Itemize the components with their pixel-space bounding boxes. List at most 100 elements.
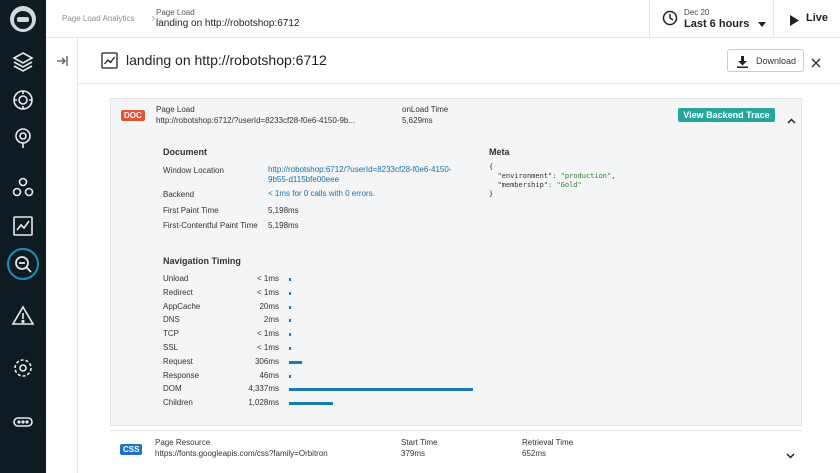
- page-load-icon: [101, 52, 118, 69]
- time-range-picker[interactable]: Dec 20 Last 6 hours: [649, 0, 774, 38]
- nav-timing-row: Response 46ms: [163, 371, 483, 383]
- location-icon[interactable]: [11, 126, 35, 150]
- nav-timing-value: 1,028ms: [248, 398, 279, 408]
- first-contentful-paint-label: First-Contentful Paint Time: [163, 221, 258, 230]
- first-paint-value: 5,198ms: [268, 206, 299, 215]
- page-load-details-panel: landing on http://robotshop:6712 Downloa…: [78, 38, 840, 473]
- page-load-label: Page Load: [156, 105, 195, 114]
- nav-timing-value: 46ms: [259, 370, 279, 380]
- meta-value-membership: "Gold": [556, 181, 582, 189]
- nav-timing-bar: [289, 374, 291, 378]
- nav-timing-bar: [289, 305, 291, 309]
- nav-timing-row: Request 306ms: [163, 357, 483, 369]
- nav-timing-label: Request: [163, 356, 193, 366]
- meta-section-title: Meta: [489, 147, 510, 157]
- panel-title: landing on http://robotshop:6712: [126, 52, 327, 68]
- doc-detail-card: DOC Page Load http://robotshop:6712/?use…: [110, 98, 802, 426]
- top-bar: Page Load Analytics › Page Load landing …: [46, 0, 840, 38]
- nav-timing-value: < 1ms: [256, 329, 279, 339]
- navigation-timing-title: Navigation Timing: [163, 256, 241, 266]
- breadcrumb-page: landing on http://robotshop:6712: [156, 18, 300, 29]
- live-button[interactable]: Live: [790, 12, 840, 26]
- cluster-icon[interactable]: [11, 176, 35, 200]
- nav-timing-bar: [289, 360, 302, 364]
- nav-timing-label: DNS: [163, 315, 180, 325]
- settings-icon[interactable]: [11, 356, 35, 380]
- nav-timing-row: SSL < 1ms: [163, 343, 483, 355]
- nav-timing-bar: [289, 319, 291, 323]
- nav-timing-bar: [289, 333, 291, 337]
- window-location-label: Window Location: [163, 166, 224, 175]
- meta-key-membership: "membership":: [497, 181, 557, 189]
- page-load-url: http://robotshop:6712/?userId=8233cf28-f…: [156, 116, 356, 125]
- first-contentful-paint-value: 5,198ms: [268, 221, 299, 230]
- retrieval-time-value: 652ms: [522, 449, 547, 458]
- time-range-date: Dec 20: [684, 8, 710, 17]
- nav-timing-label: SSL: [163, 343, 179, 352]
- nav-timing-row: Redirect < 1ms: [163, 288, 483, 300]
- download-button[interactable]: Download: [727, 49, 804, 72]
- retrieval-time-label: Retrieval Time: [522, 438, 574, 447]
- chevron-down-icon[interactable]: [786, 446, 795, 459]
- onload-time-value: 5,629ms: [402, 116, 433, 125]
- page-resource-label: Page Resource: [155, 438, 211, 447]
- chart-icon[interactable]: [11, 214, 35, 238]
- chevron-up-icon[interactable]: [787, 111, 796, 124]
- nav-timing-value: 20ms: [259, 301, 279, 311]
- backend-label: Backend: [163, 190, 195, 199]
- gear-circle-icon[interactable]: [11, 88, 35, 112]
- nav-timing-label: TCP: [163, 329, 179, 339]
- meta-value-environment: "production": [560, 172, 612, 180]
- robot-logo-icon[interactable]: [8, 4, 38, 34]
- website-monitoring-icon[interactable]: [7, 248, 39, 280]
- breadcrumb-root[interactable]: Page Load Analytics: [62, 14, 135, 23]
- layers-icon[interactable]: [11, 50, 35, 74]
- nav-timing-row: TCP < 1ms: [163, 329, 483, 341]
- meta-key-environment: "environment":: [497, 172, 561, 180]
- panel-header: landing on http://robotshop:6712 Downloa…: [78, 38, 840, 84]
- collapse-panel-icon[interactable]: [55, 54, 69, 68]
- meta-comma: ,: [611, 172, 616, 180]
- onload-time-label: onLoad Time: [402, 105, 449, 114]
- breadcrumb-separator-icon: ›: [151, 10, 156, 25]
- caret-down-icon: [758, 15, 766, 27]
- nav-timing-value: < 1ms: [256, 287, 279, 297]
- nav-timing-row: Unload < 1ms: [163, 274, 483, 286]
- backend-value-link[interactable]: < 1ms for 0 calls with 0 errors.: [268, 189, 375, 198]
- meta-close-brace: }: [489, 190, 494, 198]
- start-time-label: Start Time: [401, 438, 438, 447]
- more-icon[interactable]: [11, 410, 35, 434]
- meta-open-brace: {: [489, 163, 494, 171]
- css-resource-row[interactable]: CSS Page Resource https://fonts.googleap…: [110, 430, 802, 473]
- clock-icon: [662, 10, 678, 26]
- nav-timing-bar: [289, 347, 291, 350]
- download-icon: [737, 55, 748, 68]
- nav-timing-row: DNS 2ms: [163, 315, 483, 327]
- nav-timing-bar: [289, 402, 333, 406]
- window-location-link-line2[interactable]: 9b55-d115bfe00eee: [268, 175, 340, 184]
- document-section-title: Document: [163, 147, 208, 157]
- page-resource-url: https://fonts.googleapis.com/css?family=…: [155, 449, 328, 458]
- alert-icon[interactable]: [11, 304, 35, 328]
- nav-timing-bar: [289, 291, 291, 295]
- close-icon[interactable]: [811, 55, 821, 68]
- window-location-link-line1[interactable]: http://robotshop:6712/?userId=8233cf28-f…: [268, 165, 452, 174]
- nav-timing-value: 306ms: [254, 356, 279, 366]
- nav-timing-row: Children 1,028ms: [163, 398, 483, 410]
- nav-timing-row: DOM 4,337ms: [163, 384, 483, 396]
- download-label: Download: [756, 56, 797, 66]
- nav-timing-value: 4,337ms: [248, 384, 279, 394]
- first-paint-label: First Paint Time: [163, 206, 219, 215]
- nav-timing-row: AppCache 20ms: [163, 302, 483, 314]
- left-nav: [0, 0, 46, 473]
- nav-timing-label: Unload: [163, 274, 189, 283]
- nav-timing-label: DOM: [163, 384, 182, 394]
- nav-timing-value: < 1ms: [256, 274, 279, 283]
- nav-timing-bar: [289, 278, 291, 281]
- nav-timing-value: 2ms: [263, 315, 279, 325]
- nav-timing-label: Response: [163, 370, 200, 380]
- breadcrumb-category: Page Load: [156, 8, 195, 17]
- view-backend-trace-button[interactable]: View Backend Trace: [678, 108, 775, 122]
- meta-json: { "environment": "production", "membersh…: [489, 163, 615, 199]
- doc-badge: DOC: [121, 110, 145, 121]
